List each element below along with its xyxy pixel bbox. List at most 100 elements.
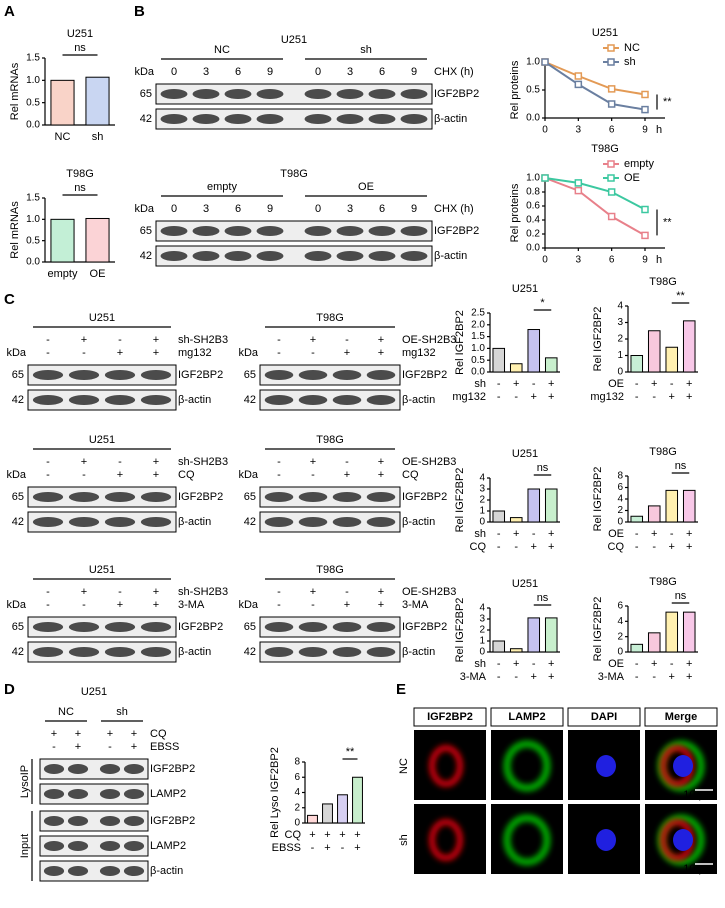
lane-label: + bbox=[51, 728, 57, 740]
lane-label: - bbox=[46, 469, 50, 481]
panel-label: C bbox=[4, 291, 15, 308]
blot-strip bbox=[27, 389, 177, 411]
significance: ns bbox=[675, 590, 687, 602]
band bbox=[140, 492, 172, 502]
band bbox=[99, 841, 121, 851]
lane-label: - bbox=[46, 334, 50, 346]
point bbox=[641, 90, 649, 99]
panel-label: B bbox=[134, 3, 145, 20]
channel-header-box bbox=[490, 707, 564, 727]
band bbox=[140, 517, 172, 527]
y-axis-label: Rel Lyso IGF2BP2 bbox=[269, 747, 281, 838]
row-label: OE-SH2B3 bbox=[402, 586, 456, 598]
band bbox=[298, 370, 328, 380]
marker-label: 65 bbox=[12, 369, 24, 381]
chart-title: U251 bbox=[512, 283, 538, 295]
lane-label: + bbox=[378, 469, 384, 481]
point bbox=[541, 174, 549, 182]
lane-label: - bbox=[118, 334, 122, 346]
band bbox=[366, 370, 396, 380]
lane-label: + bbox=[81, 334, 87, 346]
lane-label: 9 bbox=[411, 66, 417, 78]
y-tick-label: 1.0 bbox=[471, 343, 485, 354]
band-label: β-actin bbox=[150, 865, 183, 877]
condition-label: CQ bbox=[608, 541, 625, 553]
lane-label: - bbox=[277, 347, 281, 359]
band bbox=[366, 492, 396, 502]
band bbox=[160, 226, 188, 236]
band bbox=[104, 370, 136, 380]
micrograph bbox=[414, 730, 486, 800]
band bbox=[366, 647, 396, 657]
band bbox=[336, 251, 364, 261]
band bbox=[336, 114, 364, 124]
y-tick-label: 1 bbox=[479, 636, 485, 647]
y-tick-label: 2.0 bbox=[471, 319, 485, 330]
lane-label: + bbox=[378, 586, 384, 598]
y-tick-label: 1 bbox=[479, 506, 485, 517]
lane-label: 3 bbox=[347, 66, 353, 78]
blot-strip bbox=[27, 486, 177, 508]
group-label: sh bbox=[360, 44, 372, 56]
y-tick-label: 1.0 bbox=[26, 75, 40, 86]
series-line bbox=[544, 61, 646, 111]
band bbox=[298, 492, 328, 502]
x-tick-label: 9 bbox=[642, 255, 648, 266]
condition-sign: + bbox=[686, 658, 692, 670]
group-label: T98G bbox=[316, 564, 344, 576]
condition-sign: - bbox=[635, 541, 639, 553]
bar bbox=[647, 330, 661, 373]
y-tick-label: 2 bbox=[617, 505, 623, 516]
y-tick-label: 0.5 bbox=[26, 97, 40, 108]
channel-header: LAMP2 bbox=[508, 711, 545, 723]
band-label: IGF2BP2 bbox=[178, 369, 223, 381]
band bbox=[104, 622, 136, 632]
band-label: LAMP2 bbox=[150, 840, 186, 852]
bar bbox=[352, 776, 363, 824]
band bbox=[332, 517, 362, 527]
group-label: T98G bbox=[316, 312, 344, 324]
bar bbox=[509, 363, 523, 373]
legend-label: empty bbox=[624, 158, 654, 170]
band bbox=[123, 789, 145, 799]
condition-sign: + bbox=[548, 658, 554, 670]
signal-blue bbox=[673, 829, 693, 851]
band-label: IGF2BP2 bbox=[434, 225, 479, 237]
point bbox=[574, 186, 583, 195]
band bbox=[32, 517, 64, 527]
condition-sign: - bbox=[635, 391, 639, 403]
y-tick-label: 0.0 bbox=[26, 257, 40, 268]
band bbox=[99, 764, 121, 774]
y-tick-label: 0.0 bbox=[526, 113, 540, 124]
significance: ns bbox=[537, 462, 549, 474]
blot-strip bbox=[155, 83, 433, 105]
row-label: sh-SH2B3 bbox=[178, 456, 228, 468]
lane-label: + bbox=[131, 741, 137, 753]
series-line bbox=[544, 177, 646, 211]
band-label: LAMP2 bbox=[150, 788, 186, 800]
band bbox=[304, 226, 332, 236]
blot-strip bbox=[259, 486, 401, 508]
condition-sign: + bbox=[339, 829, 345, 841]
condition-sign: - bbox=[514, 541, 518, 553]
band bbox=[32, 492, 64, 502]
condition-sign: + bbox=[669, 671, 675, 683]
y-tick-label: 8 bbox=[617, 471, 623, 482]
y-tick-label: 4 bbox=[617, 301, 623, 312]
lane-label: + bbox=[378, 599, 384, 611]
condition-label: CQ bbox=[285, 829, 302, 841]
condition-sign: - bbox=[670, 528, 674, 540]
condition-label: OE bbox=[608, 658, 624, 670]
band bbox=[43, 866, 65, 876]
point bbox=[607, 188, 616, 196]
y-axis-label: Rel mRNAs bbox=[9, 201, 21, 259]
y-tick-label: 0.5 bbox=[471, 355, 485, 366]
band bbox=[32, 395, 64, 405]
channel-header: IGF2BP2 bbox=[427, 711, 473, 723]
y-tick-label: 2 bbox=[294, 802, 300, 813]
condition-sign: - bbox=[635, 671, 639, 683]
row-label: CQ bbox=[178, 469, 195, 481]
marker-label: 42 bbox=[244, 394, 256, 406]
chart-title: U251 bbox=[512, 578, 538, 590]
condition-sign: - bbox=[311, 842, 315, 854]
